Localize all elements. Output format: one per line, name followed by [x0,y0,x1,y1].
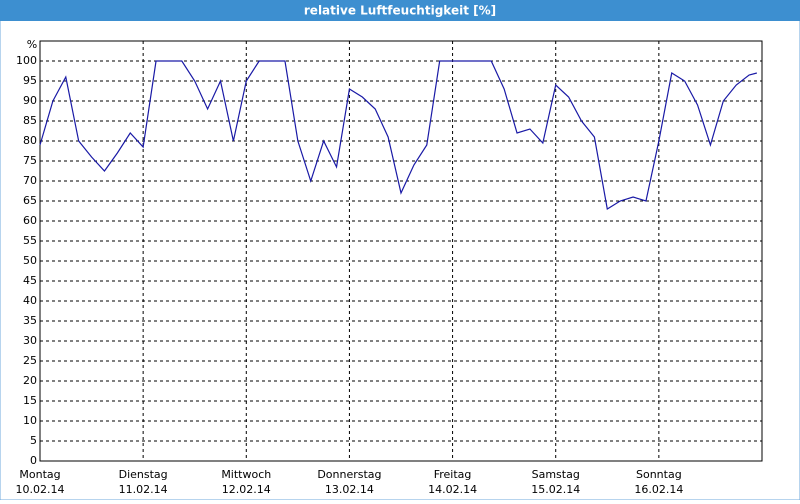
y-tick-label: 95 [23,74,37,87]
x-tick-label: Freitag [434,468,472,481]
x-tick-label: Montag [19,468,60,481]
chart-title: relative Luftfeuchtigkeit [%] [304,4,496,18]
y-tick-label: 70 [23,174,37,187]
x-tick-label: Sonntag [636,468,682,481]
x-tick-label: Donnerstag [317,468,381,481]
x-tick-date: 13.02.14 [325,483,374,496]
x-tick-date: 15.02.14 [531,483,580,496]
plot-area [39,40,763,462]
y-tick-label: 35 [23,314,37,327]
y-tick-label: 100 [16,54,37,67]
y-tick-label: 90 [23,94,37,107]
y-tick-label: 30 [23,334,37,347]
y-tick-label: 50 [23,254,37,267]
x-tick-date: 11.02.14 [119,483,168,496]
y-tick-label: 15 [23,394,37,407]
y-tick-label: 25 [23,354,37,367]
x-tick-date: 14.02.14 [428,483,477,496]
y-tick-label: 0 [30,454,37,467]
data-line [39,60,757,210]
y-tick-label: 80 [23,134,37,147]
y-tick-label: 5 [30,434,37,447]
x-tick-date: 10.02.14 [16,483,65,496]
y-axis-label: % [27,38,37,51]
y-tick-label: 10 [23,414,37,427]
y-tick-label: 60 [23,214,37,227]
y-tick-label: 20 [23,374,37,387]
y-tick-label: 85 [23,114,37,127]
x-tick-label: Mittwoch [221,468,271,481]
y-tick-label: 40 [23,294,37,307]
y-tick-label: 55 [23,234,37,247]
x-tick-label: Samstag [532,468,580,481]
y-tick-label: 65 [23,194,37,207]
x-tick-date: 16.02.14 [634,483,683,496]
x-tick-date: 12.02.14 [222,483,271,496]
title-bar [0,0,800,21]
x-tick-label: Dienstag [119,468,168,481]
y-tick-label: 75 [23,154,37,167]
y-tick-label: 45 [23,274,37,287]
